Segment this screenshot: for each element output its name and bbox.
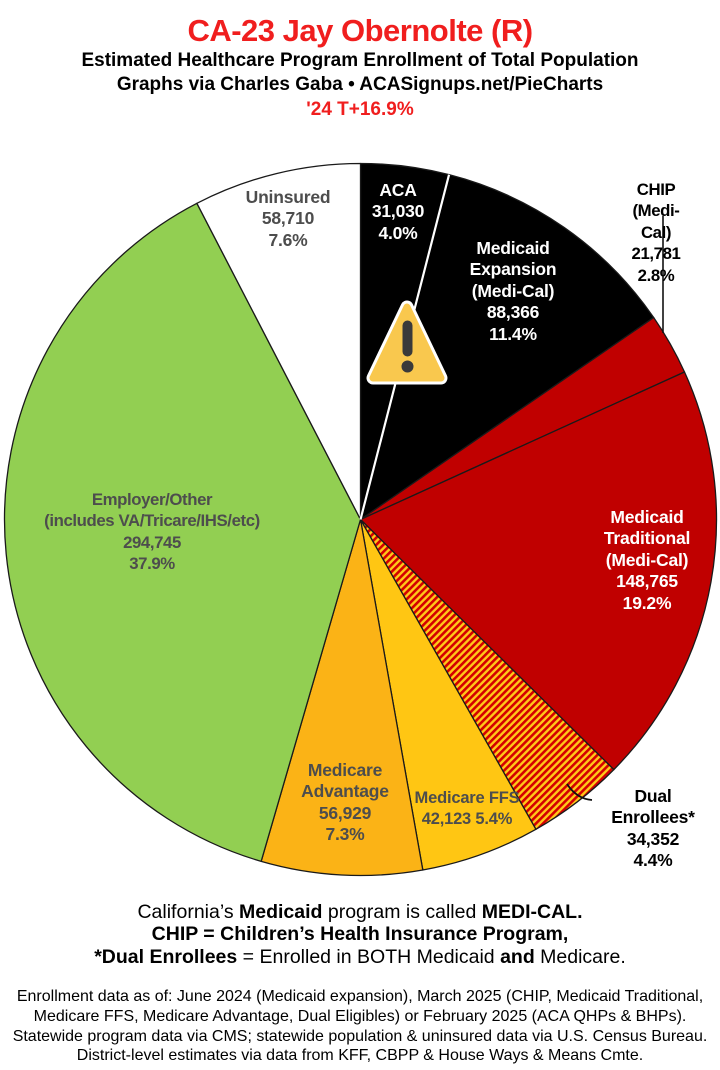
dual-callout-line — [566, 783, 593, 801]
note-text-bold: *Dual Enrollees — [94, 945, 238, 968]
note-text: program is called — [322, 901, 482, 923]
chart-subtitle: Estimated Healthcare Program Enrollment … — [81, 50, 639, 71]
slice-label-medicaid-expansion: Medicaid Expansion (Medi-Cal) 88,366 11.… — [469, 238, 557, 344]
note-text-bold: CHIP = Children’s Health Insurance Progr… — [151, 923, 569, 946]
pie-slice-employer-other — [3, 202, 362, 863]
pie-slices — [3, 162, 718, 877]
delta-stat: '24 T+16.9% — [306, 99, 414, 120]
note-line-3: *Dual Enrollees = Enrolled in BOTH Medic… — [0, 946, 720, 968]
page-title: CA-23 Jay Obernolte (R) — [187, 13, 533, 48]
pie-slice-medicaid-traditional — [359, 371, 718, 771]
note-text: = Enrolled in BOTH Medicaid — [237, 945, 501, 968]
note-line-2: CHIP = Children’s Health Insurance Progr… — [0, 923, 720, 945]
note-text-bold: MEDI-CAL. — [481, 901, 583, 923]
note-text-bold: Medicaid — [239, 901, 323, 923]
slice-label-aca: ACA 31,030 4.0% — [371, 180, 425, 243]
slice-label-chip: CHIP (Medi-Cal) 21,781 2.8% — [631, 180, 681, 285]
note-text-bold: and — [500, 945, 535, 968]
definitions-note: California’s Medicaid program is called … — [0, 901, 720, 968]
slice-label-employer-other: Employer/Other (includes VA/Tricare/IHS/… — [44, 490, 260, 574]
pie-slice-medicare-advantage — [260, 518, 424, 877]
credit-line: Graphs via Charles Gaba • ACASignups.net… — [116, 74, 604, 95]
warning-icon — [366, 300, 448, 385]
pie-slice-medicaid-expansion — [359, 174, 655, 521]
note-line-1: California’s Medicaid program is called … — [0, 901, 720, 923]
slice-label-medicare-advantage: Medicare Advantage 56,929 7.3% — [301, 760, 389, 845]
slice-label-medicare-ffs: Medicare FFS 42,123 5.4% — [414, 789, 520, 828]
slice-label-medicaid-traditional: Medicaid Traditional (Medi-Cal) 148,765 … — [603, 507, 691, 613]
note-text: California’s — [137, 901, 239, 923]
source-note: Enrollment data as of: June 2024 (Medica… — [12, 988, 708, 1065]
pie-slice-uninsured — [196, 162, 362, 521]
note-text: Medicare. — [534, 945, 626, 968]
slice-label-dual-enrollees: Dual Enrollees* 34,352 4.4% — [611, 786, 695, 871]
slice-label-uninsured: Uninsured 58,710 7.6% — [245, 187, 331, 250]
